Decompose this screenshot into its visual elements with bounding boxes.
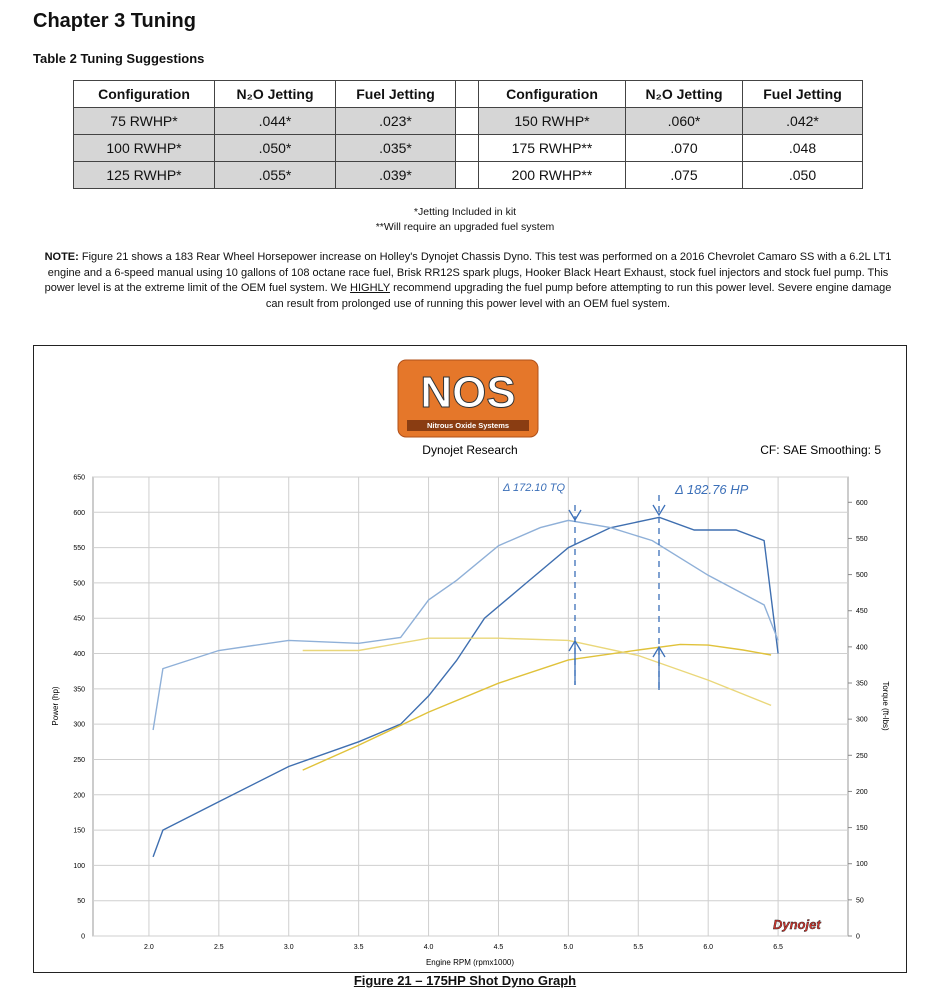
y-tick-label: 450 [73, 616, 85, 623]
x-tick-label: 5.5 [633, 944, 643, 951]
y-tick-label: 200 [73, 792, 85, 799]
annotation: Δ 172.10 TQ [502, 482, 565, 494]
cell: .050* [214, 134, 336, 162]
logo-band [407, 420, 529, 431]
cell: .070 [625, 134, 743, 162]
grid: 2.0 2.5 3.0 3.5 4.0 4.5 5.0 5.5 6.0 6.5 0 50 100 150 2… [73, 475, 867, 952]
annotation: Δ 182.76 HP [674, 482, 749, 497]
cell: 200 RWHP** [478, 161, 626, 189]
note-label: NOTE: [44, 251, 79, 263]
note: NOTE: Figure 21 shows a 183 Rear Wheel H… [38, 250, 898, 312]
cell: .044* [214, 107, 336, 135]
y2-tick-label: 200 [856, 789, 868, 796]
footnote: *Jetting Included in kit [413, 206, 517, 218]
note-emphasis: HIGHLY [350, 282, 390, 294]
settings-label: CF: SAE Smoothing: 5 [760, 443, 881, 457]
curves [152, 516, 779, 858]
cell: 125 RWHP* [73, 161, 215, 189]
y2-tick-label: 300 [856, 717, 868, 724]
y2-tick-label: 100 [856, 861, 868, 868]
x-tick-label: 6.0 [703, 944, 713, 951]
header-cell: Fuel Jetting [335, 80, 456, 108]
note-text: recommend upgrading the fuel pump before… [265, 282, 892, 310]
y2-tick-label: 0 [856, 934, 860, 941]
cell: 75 RWHP* [73, 107, 215, 135]
y-tick-label: 150 [73, 828, 85, 835]
tuning-table: Configuration N₂O Jetting Fuel Jetting C… [73, 80, 863, 189]
cell: 150 RWHP* [478, 107, 626, 135]
cell: .055* [214, 161, 336, 189]
y-tick-label: 100 [73, 863, 85, 870]
y2-axis-label: Torque (ft-lbs) [881, 681, 890, 731]
y-tick-label: 350 [73, 686, 85, 693]
cell: .023* [335, 107, 456, 135]
logo-box [397, 359, 539, 438]
curve [152, 519, 779, 731]
y-tick-label: 50 [77, 898, 85, 905]
header-cell: N₂O Jetting [625, 80, 743, 108]
y2-tick-label: 450 [856, 608, 868, 615]
y-tick-label: 500 [73, 580, 85, 587]
y2-tick-label: 350 [856, 681, 868, 688]
note-text: Figure 21 shows a 183 Rear Wheel Horsepo… [44, 251, 892, 294]
cell: .075 [625, 161, 743, 189]
y2-tick-label: 500 [856, 572, 868, 579]
logo-subtitle: Nitrous Oxide Systems [427, 421, 509, 430]
source-label: Dynojet Research [422, 443, 517, 457]
y2-tick-label: 550 [856, 536, 868, 543]
chapter-title: Chapter 3 Tuning [33, 10, 196, 32]
x-tick-label: 2.5 [214, 944, 224, 951]
plot-area [92, 476, 849, 937]
brand-logo: Dynojet [773, 917, 821, 932]
cell: .048 [742, 134, 863, 162]
y-tick-label: 550 [73, 545, 85, 552]
dyno-chart: NOS Nitrous Oxide Systems Dynojet Resear… [33, 345, 907, 973]
y2-tick-label: 50 [856, 897, 864, 904]
logo-text: NOS [420, 368, 515, 417]
cell: .035* [335, 134, 456, 162]
table-caption: Table 2 Tuning Suggestions [33, 51, 205, 66]
y2-tick-label: 150 [856, 825, 868, 832]
y-tick-label: 0 [81, 934, 85, 941]
x-tick-label: 6.5 [773, 944, 783, 951]
y-tick-label: 250 [73, 757, 85, 764]
y-tick-label: 400 [73, 651, 85, 658]
y-axis-label: Power (hp) [51, 686, 60, 725]
y-tick-label: 650 [73, 475, 85, 482]
gap-cell [455, 80, 479, 108]
gap-cell [455, 134, 479, 162]
header-cell: N₂O Jetting [214, 80, 336, 108]
x-tick-label: 3.0 [284, 944, 294, 951]
gap-cell [455, 161, 479, 189]
y-tick-label: 600 [73, 510, 85, 517]
x-tick-label: 4.5 [494, 944, 504, 951]
cell: .042* [742, 107, 863, 135]
cell: .039* [335, 161, 456, 189]
header-cell: Configuration [478, 80, 626, 108]
y2-tick-label: 400 [856, 644, 868, 651]
cell: .050 [742, 161, 863, 189]
gap-cell [455, 107, 479, 135]
curve [152, 516, 779, 858]
cell: 100 RWHP* [73, 134, 215, 162]
y-tick-label: 300 [73, 722, 85, 729]
x-axis-label: Engine RPM (rpmx1000) [426, 958, 514, 967]
y2-tick-label: 600 [856, 500, 868, 507]
header-cell: Configuration [73, 80, 215, 108]
curve [302, 637, 772, 707]
x-tick-label: 2.0 [144, 944, 154, 951]
figure-caption: Figure 21 – 175HP Shot Dyno Graph [353, 973, 577, 988]
header-cell: Fuel Jetting [742, 80, 863, 108]
footnote: **Will require an upgraded fuel system [375, 221, 555, 233]
y2-tick-label: 250 [856, 753, 868, 760]
cell: 175 RWHP** [478, 134, 626, 162]
x-tick-label: 4.0 [424, 944, 434, 951]
x-tick-label: 5.0 [564, 944, 574, 951]
curve [302, 643, 772, 771]
cell: .060* [625, 107, 743, 135]
annotation-arrows [568, 495, 666, 690]
x-tick-label: 3.5 [354, 944, 364, 951]
